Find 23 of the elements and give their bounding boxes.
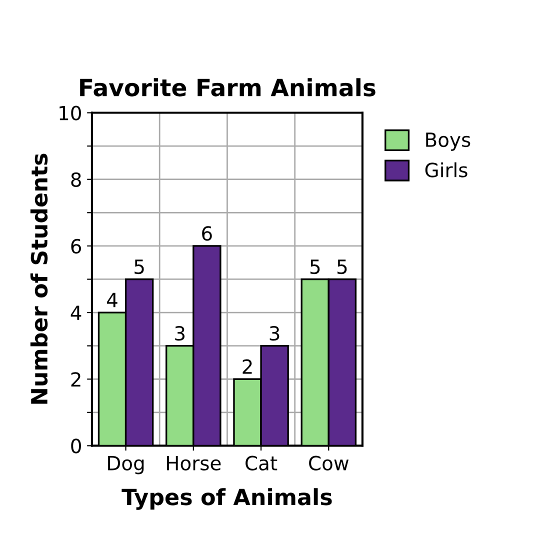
y-tick-label: 4 xyxy=(70,306,82,320)
y-tick-label: 6 xyxy=(71,238,82,254)
data-label: 5 xyxy=(134,260,144,274)
data-label: 4 xyxy=(107,292,118,308)
x-axis-title: Types of Animals xyxy=(122,488,332,510)
data-label: 3 xyxy=(270,326,280,341)
y-tick-label: 10 xyxy=(60,106,81,120)
y-axis-title: Number of Students xyxy=(30,154,48,404)
data-label: 5 xyxy=(310,260,320,274)
data-label: 2 xyxy=(242,359,252,374)
x-tick-label: Dog xyxy=(108,456,144,474)
legend-label: Girls xyxy=(425,162,468,178)
legend-label: Boys xyxy=(426,132,470,151)
x-tick-label: Cat xyxy=(246,456,278,470)
y-tick-label: 8 xyxy=(71,172,81,188)
x-tick-label: Horse xyxy=(167,456,221,470)
chart-title: Favorite Farm Animals xyxy=(80,78,376,96)
y-tick-label: 0 xyxy=(71,438,81,454)
data-label: 3 xyxy=(175,326,185,341)
data-label: 5 xyxy=(338,260,347,274)
x-tick-label: Cow xyxy=(309,456,349,470)
data-label: 6 xyxy=(202,226,212,241)
y-tick-label: 2 xyxy=(71,372,80,387)
